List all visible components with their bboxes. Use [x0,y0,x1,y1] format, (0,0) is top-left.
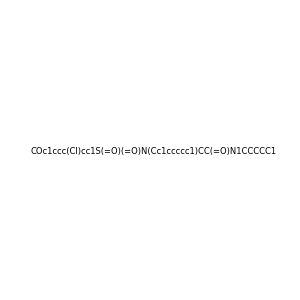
Text: COc1ccc(Cl)cc1S(=O)(=O)N(Cc1ccccc1)CC(=O)N1CCCCC1: COc1ccc(Cl)cc1S(=O)(=O)N(Cc1ccccc1)CC(=O… [31,147,277,156]
